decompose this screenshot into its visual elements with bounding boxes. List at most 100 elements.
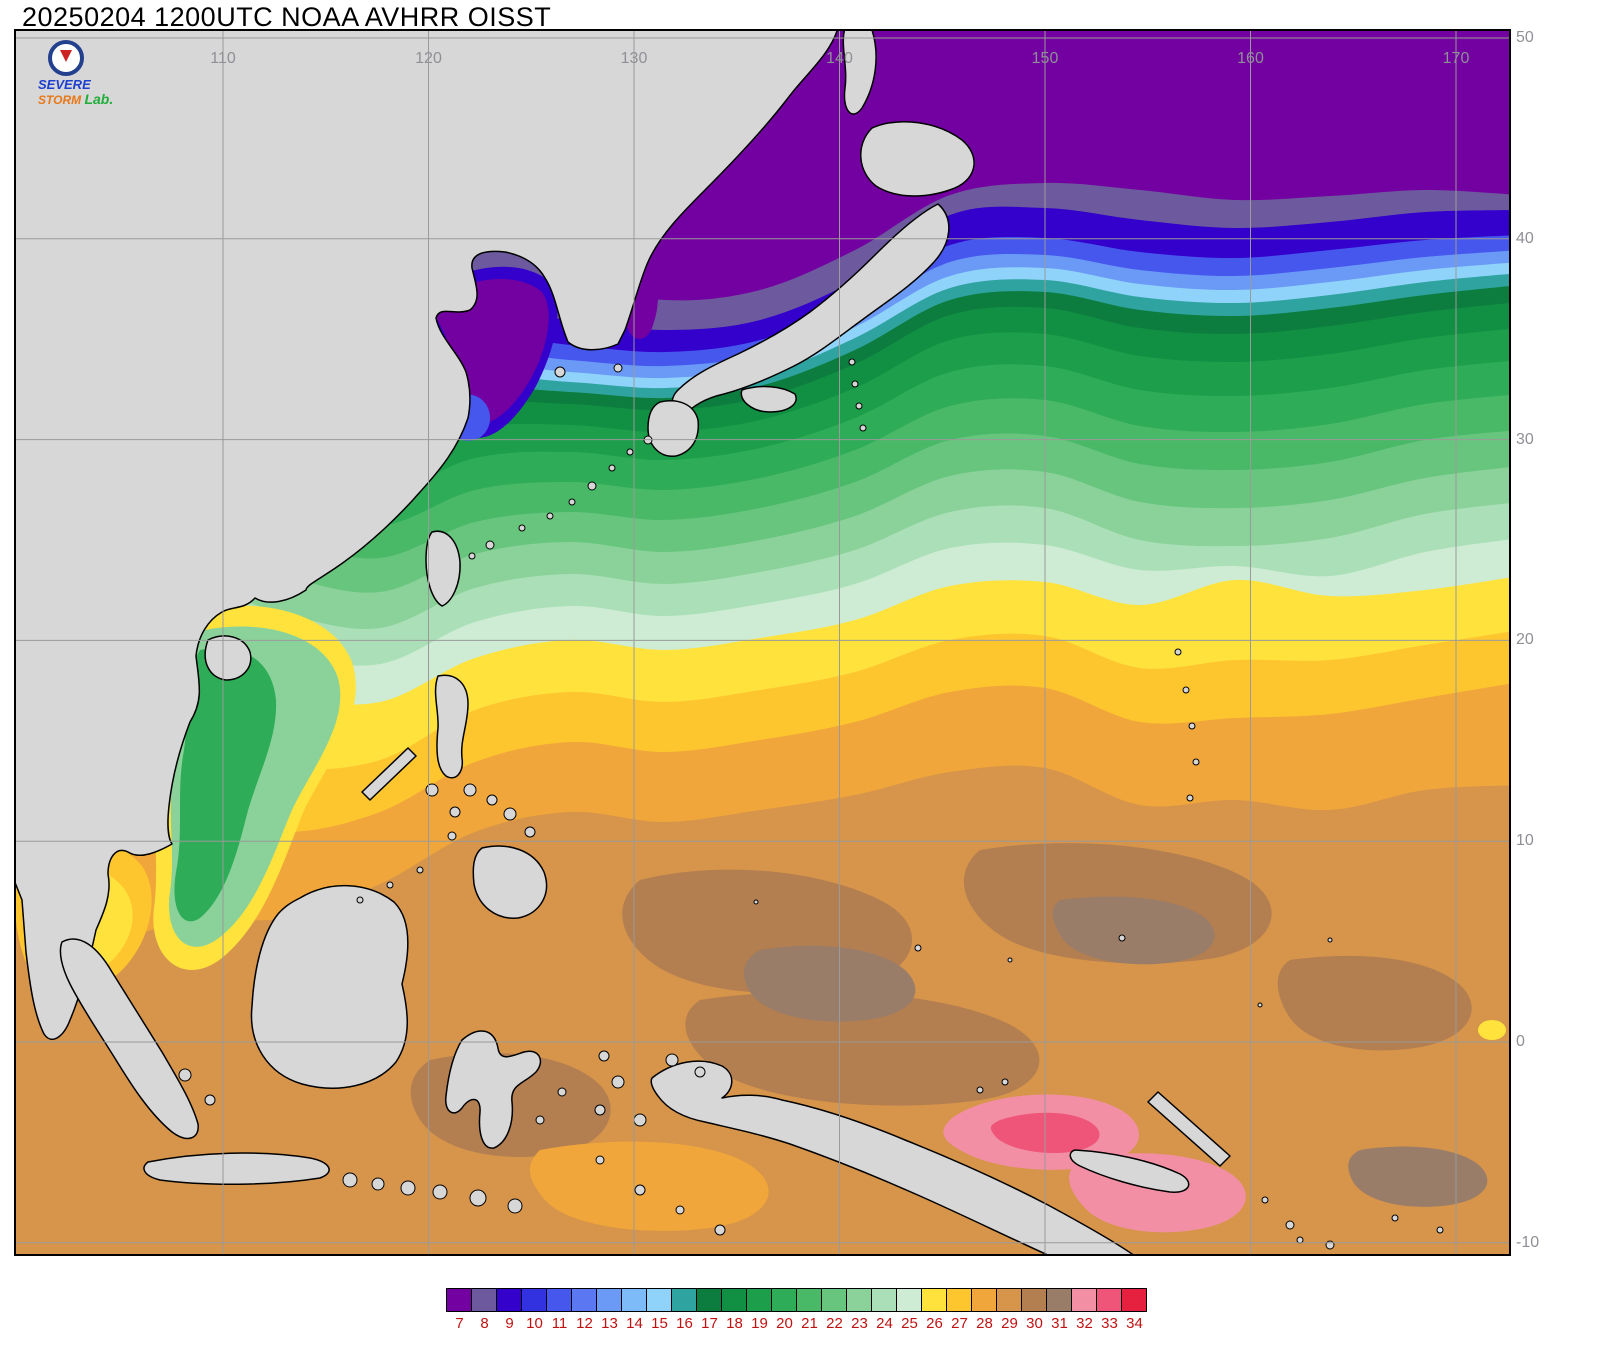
land-palawan <box>361 747 417 801</box>
sst-patch-30 <box>685 991 1040 1106</box>
small-island <box>486 794 498 806</box>
logo-text: SEVERE STORM Lab. <box>38 77 138 108</box>
small-island <box>356 896 364 904</box>
small-island <box>371 1177 385 1191</box>
small-island <box>432 1184 448 1200</box>
colorbar-cell-8 <box>472 1289 497 1311</box>
colorbar-cell-33 <box>1097 1289 1122 1311</box>
small-island <box>1261 1196 1269 1204</box>
colorbar-cell-22 <box>822 1289 847 1311</box>
land-eurasia <box>15 30 839 1040</box>
colorbar-tick-8: 8 <box>480 1315 489 1332</box>
small-island <box>342 1172 358 1188</box>
sst-patch-31 <box>744 945 916 1022</box>
land-sulawesi <box>445 1030 542 1149</box>
small-island <box>1182 686 1190 694</box>
colorbar-cell-9 <box>497 1289 522 1311</box>
small-island <box>400 1180 416 1196</box>
small-island <box>463 783 477 797</box>
small-island <box>1436 1226 1444 1234</box>
colorbar-tick-22: 22 <box>826 1315 843 1332</box>
small-island <box>1174 648 1182 656</box>
land-new-ireland <box>1147 1091 1231 1167</box>
colorbar-cell-24 <box>872 1289 897 1311</box>
small-island <box>507 1198 523 1214</box>
small-island <box>449 806 461 818</box>
land-hokkaido <box>859 121 975 197</box>
colorbar-cell-31 <box>1047 1289 1072 1311</box>
small-island <box>634 1184 646 1196</box>
colorbar-cell-16 <box>672 1289 697 1311</box>
colorbar-cell-14 <box>622 1289 647 1311</box>
land-sakhalin <box>842 30 877 115</box>
small-island <box>1391 1214 1399 1222</box>
colorbar-tick-28: 28 <box>976 1315 993 1332</box>
small-island <box>1296 1236 1304 1244</box>
small-island <box>1118 934 1126 942</box>
logo-word-lab: Lab. <box>84 91 114 108</box>
land-kyushu <box>647 400 700 457</box>
sst-patch-26 <box>1478 1020 1506 1040</box>
land-sumatra <box>59 938 199 1140</box>
small-island <box>594 1104 606 1116</box>
small-island <box>633 1113 647 1127</box>
colorbar-cell-27 <box>947 1289 972 1311</box>
small-island <box>859 424 867 432</box>
colorbar-cell-25 <box>897 1289 922 1311</box>
colorbar-cell-11 <box>547 1289 572 1311</box>
logo-word-severe: SEVERE <box>38 77 91 92</box>
small-island <box>178 1068 192 1082</box>
colorbar-tick-34: 34 <box>1126 1315 1143 1332</box>
small-island <box>626 448 634 456</box>
small-island <box>518 524 526 532</box>
colorbar-cell-26 <box>922 1289 947 1311</box>
small-island <box>1327 937 1333 943</box>
land-mindanao <box>472 845 548 919</box>
colorbar-cell-32 <box>1072 1289 1097 1311</box>
colorbar-tick-25: 25 <box>901 1315 918 1332</box>
sst-patch-30 <box>1277 955 1472 1051</box>
colorbar-tick-14: 14 <box>626 1315 643 1332</box>
colorbar: 7 8 9 10 11 12 13 14 15 16 17 18 19 20 21 22 23 24 25 26 27 2… <box>446 1288 1147 1332</box>
colorbar-tick-16: 16 <box>676 1315 693 1332</box>
colorbar-tick-17: 17 <box>701 1315 718 1332</box>
colorbar-tick-29: 29 <box>1001 1315 1018 1332</box>
land-hainan <box>204 635 252 681</box>
small-island <box>1188 722 1196 730</box>
small-island <box>1285 1220 1295 1230</box>
colorbar-cell-17 <box>697 1289 722 1311</box>
colorbar-tick-7: 7 <box>455 1315 464 1332</box>
small-island <box>848 358 856 366</box>
logo-word-storm: STORM <box>38 93 82 108</box>
small-islands <box>178 358 1444 1250</box>
colorbar-tick-30: 30 <box>1026 1315 1043 1332</box>
colorbar-cell-18 <box>722 1289 747 1311</box>
land-luzon <box>434 674 469 779</box>
colorbar-cell-20 <box>772 1289 797 1311</box>
colorbar-tick-27: 27 <box>951 1315 968 1332</box>
small-island <box>598 1050 610 1062</box>
small-island <box>675 1205 685 1215</box>
small-island <box>1007 957 1013 963</box>
land-new-britain <box>1069 1149 1190 1193</box>
colorbar-cell-28 <box>972 1289 997 1311</box>
small-island <box>546 512 554 520</box>
small-island <box>425 783 439 797</box>
colorbar-tick-33: 33 <box>1101 1315 1118 1332</box>
colorbar-tick-9: 9 <box>505 1315 514 1332</box>
page-title: 20250204 1200UTC NOAA AVHRR OISST <box>22 2 552 32</box>
sst-patch-31 <box>1052 896 1215 965</box>
colorbar-ticks: 7 8 9 10 11 12 13 14 15 16 17 18 19 20 21 22 23 24 25 26 27 2… <box>447 1312 1147 1332</box>
colorbar-cells <box>446 1288 1147 1312</box>
colorbar-cell-10 <box>522 1289 547 1311</box>
small-island <box>613 363 623 373</box>
small-island <box>665 1053 679 1067</box>
colorbar-cell-7 <box>447 1289 472 1311</box>
small-island <box>976 1086 984 1094</box>
land-taiwan <box>425 530 461 607</box>
noaa-seal-icon <box>48 40 84 76</box>
small-island <box>524 826 536 838</box>
sst-patch-31 <box>1348 1146 1488 1207</box>
colorbar-tick-20: 20 <box>776 1315 793 1332</box>
